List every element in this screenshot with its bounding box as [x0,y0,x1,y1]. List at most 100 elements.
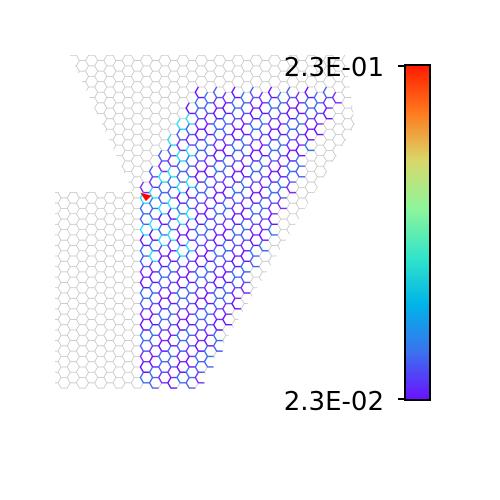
highlighted-bond [185,186,196,199]
highlighted-bond [157,234,168,247]
highlighted-bond [157,350,168,363]
highlighted-bond [231,181,242,194]
highlighted-bond [148,165,159,178]
highlighted-bond [185,165,196,178]
highlighted-bond [157,329,168,342]
highlighted-bond [203,176,214,189]
highlighted-bond [176,276,187,289]
highlighted-bond [176,181,187,194]
highlighted-bond [176,319,187,331]
highlighted-bond [221,292,232,305]
highlighted-bond [240,186,251,199]
highlighted-bond [231,223,242,236]
highlighted-bond [267,139,278,152]
highlighted-bond [167,260,177,273]
highlighted-bond [231,234,242,247]
highlighted-bond [176,287,187,299]
highlighted-bond [139,329,150,342]
highlighted-bond [176,223,187,236]
highlighted-bond [249,223,260,236]
highlighted-bond [212,245,223,257]
highlighted-bond [221,134,232,146]
highlighted-bond [258,123,269,136]
highlighted-bond [304,139,315,152]
highlighted-bond [176,202,187,215]
highlighted-bond [194,223,205,236]
highlighted-bond [194,118,205,130]
highlighted-bond [276,165,287,178]
highlighted-bond [212,308,223,321]
highlighted-bond [258,165,269,178]
highlighted-bond [249,107,260,120]
highlighted-bond [276,144,287,157]
highlighted-bond [258,229,269,241]
highlighted-bond [185,239,196,252]
highlighted-bond [212,150,223,162]
highlighted-bond [221,282,232,294]
highlighted-bond [267,128,278,141]
highlighted-bond [167,218,177,231]
highlighted-bond [249,245,260,257]
highlighted-bond [212,297,223,310]
highlighted-bond [212,139,223,152]
highlighted-bond [249,118,260,130]
highlighted-bond [267,97,278,109]
highlighted-bond [176,371,187,384]
highlighted-bond [139,297,150,310]
highlighted-bond [258,176,269,189]
highlighted-bond [148,260,159,273]
highlighted-bond [221,218,232,231]
highlighted-bond [185,271,196,284]
highlighted-bond [258,91,269,104]
highlighted-bond [295,165,306,178]
highlighted-bond [249,192,260,204]
highlighted-bond [304,118,315,130]
highlighted-bond [221,123,232,136]
highlighted-bond [167,186,177,199]
highlighted-bond [276,91,287,104]
highlighted-bond [167,176,177,189]
highlighted-bond [148,197,159,210]
highlighted-bond [167,165,177,178]
highlighted-bond [203,313,214,326]
highlighted-bond [212,319,223,331]
highlighted-bond [167,208,177,220]
highlighted-bond [176,160,187,173]
highlighted-bond [231,118,242,130]
highlighted-bond [221,197,232,210]
highlighted-bond [194,171,205,183]
colorbar-gradient [404,64,431,401]
highlighted-bond [221,229,232,241]
highlighted-bond [331,91,342,104]
highlighted-bond [203,260,214,273]
highlighted-bond [157,150,168,162]
highlighted-bond [185,102,196,115]
highlighted-bond [185,282,196,294]
highlighted-bond [249,86,260,99]
colorbar-max-label: 2.3E-01 [284,53,384,83]
highlighted-bond [212,287,223,299]
highlighted-bond [212,86,223,99]
highlighted-bond [157,202,168,215]
highlighted-bond [240,102,251,115]
highlighted-bond [194,86,205,99]
highlighted-bond [185,176,196,189]
highlighted-bond [249,160,260,173]
highlighted-bond [231,202,242,215]
highlighted-bond [249,150,260,162]
highlighted-bond [148,239,159,252]
highlighted-bond [203,197,214,210]
highlighted-bond [157,371,168,384]
highlighted-bond [258,134,269,146]
highlighted-bond [176,350,187,363]
highlighted-bond [167,250,177,263]
highlighted-bond [231,266,242,278]
highlighted-bond [240,218,251,231]
colorbar: 2.3E-01 2.3E-02 [284,53,431,417]
highlighted-bond [194,150,205,162]
highlighted-bond [203,134,214,146]
highlighted-bond [203,165,214,178]
highlighted-bond [212,223,223,236]
highlighted-bond [194,97,205,109]
highlighted-bond [276,155,287,167]
